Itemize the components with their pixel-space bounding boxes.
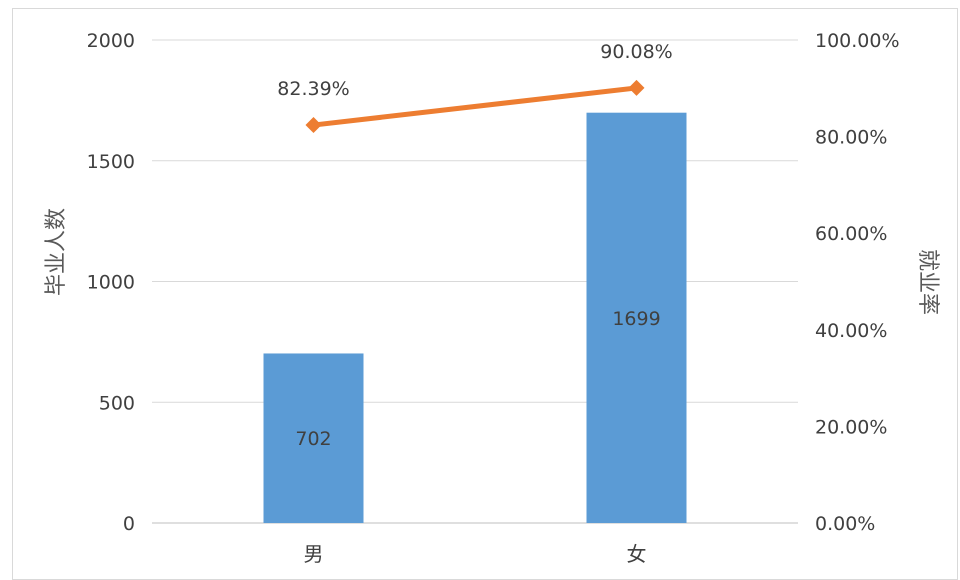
left-tick-label: 1000 xyxy=(87,272,135,294)
right-tick-label: 0.00% xyxy=(815,513,875,535)
bar xyxy=(586,112,687,523)
line-path xyxy=(313,85,637,128)
bar-value-label: 702 xyxy=(295,428,331,450)
left-axis-ticks: 0 500 1000 1500 2000 xyxy=(87,30,135,535)
line-value-label: 82.39% xyxy=(277,78,349,100)
right-tick-label: 100.00% xyxy=(815,30,900,52)
right-tick-label: 40.00% xyxy=(815,320,887,342)
bar-data-labels: 702 1699 xyxy=(295,308,660,450)
bar-series xyxy=(263,112,687,523)
left-tick-label: 2000 xyxy=(87,30,135,52)
right-tick-label: 80.00% xyxy=(815,127,887,149)
category-label: 女 xyxy=(627,542,647,566)
line-series xyxy=(305,79,645,134)
right-axis-title: 就业率 xyxy=(915,249,940,315)
right-axis-ticks: 0.00% 20.00% 40.00% 60.00% 80.00% 100.00% xyxy=(815,30,900,535)
left-tick-label: 1500 xyxy=(87,151,135,173)
bar xyxy=(263,353,364,523)
left-axis-title: 毕业人数 xyxy=(44,208,69,296)
line-value-label: 90.08% xyxy=(600,41,672,63)
category-axis-labels: 男女 xyxy=(304,542,647,566)
gridlines xyxy=(152,39,798,524)
line-data-labels: 82.39% 90.08% xyxy=(277,41,672,100)
line-marker xyxy=(305,117,322,134)
right-tick-label: 20.00% xyxy=(815,416,887,438)
left-tick-label: 500 xyxy=(99,392,135,414)
bar-value-label: 1699 xyxy=(612,308,660,330)
category-label: 男 xyxy=(304,542,324,566)
line-marker xyxy=(628,79,645,96)
right-tick-label: 60.00% xyxy=(815,223,887,245)
left-tick-label: 0 xyxy=(123,513,135,535)
